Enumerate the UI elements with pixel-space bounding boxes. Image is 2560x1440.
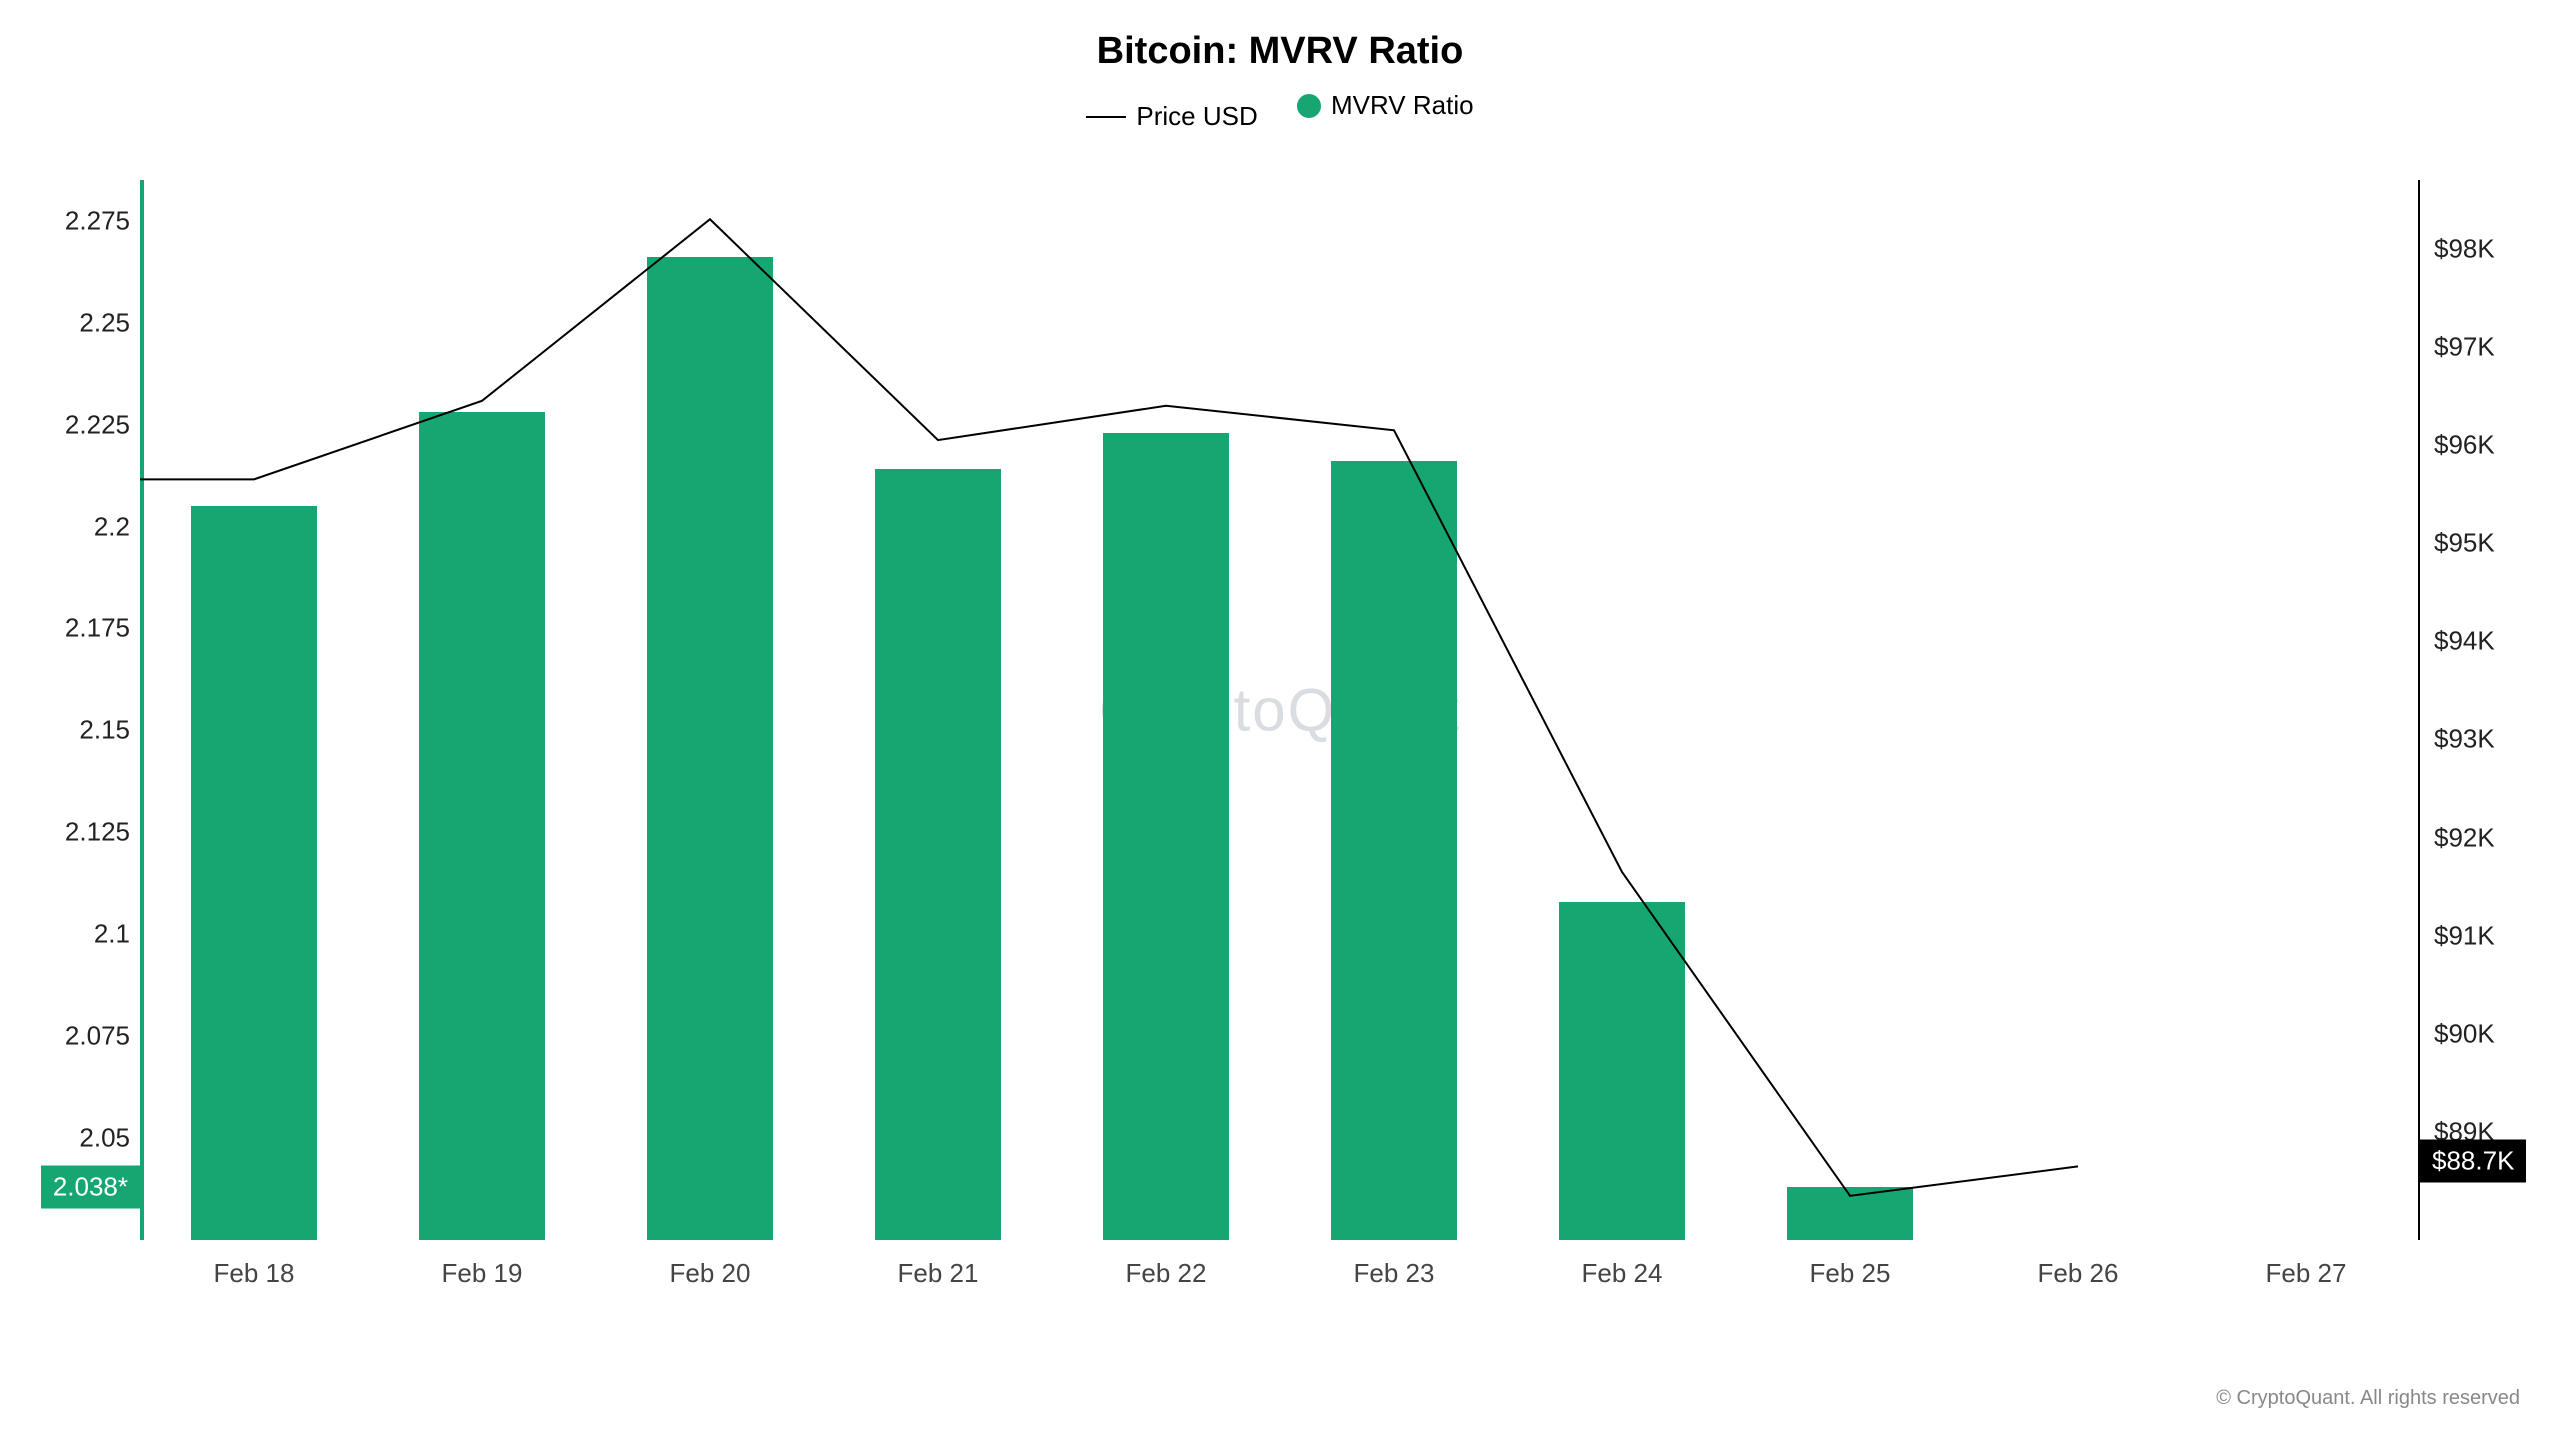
- x-tick-label: Feb 23: [1354, 1258, 1435, 1289]
- y-right-tick-label: $96K: [2434, 430, 2495, 461]
- y-left-tick-label: 2.075: [30, 1021, 130, 1052]
- copyright-text: © CryptoQuant. All rights reserved: [2216, 1387, 2520, 1410]
- x-tick-label: Feb 26: [2038, 1258, 2119, 1289]
- y-left-tick-label: 2.225: [30, 409, 130, 440]
- x-tick-label: Feb 24: [1582, 1258, 1663, 1289]
- plot-area: CryptoQuant: [140, 180, 2420, 1240]
- x-tick-label: Feb 27: [2266, 1258, 2347, 1289]
- legend-bar-label: MVRV Ratio: [1331, 90, 1474, 121]
- y-left-tick-label: 2.05: [30, 1123, 130, 1154]
- y-right-tick-label: $91K: [2434, 920, 2495, 951]
- y-left-tick-label: 2.275: [30, 205, 130, 236]
- y-right-tick-label: $98K: [2434, 233, 2495, 264]
- y-left-current-badge: 2.038*: [41, 1166, 140, 1209]
- x-tick-label: Feb 19: [442, 1258, 523, 1289]
- legend-line-label: Price USD: [1136, 101, 1257, 132]
- y-left-tick-label: 2.15: [30, 715, 130, 746]
- y-right-tick-label: $97K: [2434, 331, 2495, 362]
- x-tick-label: Feb 25: [1810, 1258, 1891, 1289]
- price-line: [140, 180, 2420, 1240]
- legend-item-price: Price USD: [1086, 101, 1257, 132]
- x-tick-label: Feb 20: [670, 1258, 751, 1289]
- y-right-tick-label: $93K: [2434, 724, 2495, 755]
- chart-container: Bitcoin: MVRV Ratio Price USD MVRV Ratio…: [0, 0, 2560, 1440]
- y-left-tick-label: 2.25: [30, 307, 130, 338]
- y-left-tick-label: 2.2: [30, 511, 130, 542]
- legend-dot-icon: [1297, 94, 1321, 118]
- x-tick-label: Feb 18: [214, 1258, 295, 1289]
- chart-title: Bitcoin: MVRV Ratio: [0, 30, 2560, 73]
- y-left-tick-label: 2.175: [30, 613, 130, 644]
- x-tick-label: Feb 22: [1126, 1258, 1207, 1289]
- y-left-tick-label: 2.125: [30, 817, 130, 848]
- y-right-tick-label: $90K: [2434, 1018, 2495, 1049]
- legend-item-mvrv: MVRV Ratio: [1297, 90, 1474, 121]
- y-right-current-badge: $88.7K: [2420, 1140, 2526, 1183]
- chart-legend: Price USD MVRV Ratio: [0, 90, 2560, 132]
- y-right-tick-label: $92K: [2434, 822, 2495, 853]
- x-tick-label: Feb 21: [898, 1258, 979, 1289]
- y-right-tick-label: $94K: [2434, 626, 2495, 657]
- y-right-tick-label: $95K: [2434, 528, 2495, 559]
- legend-line-icon: [1086, 116, 1126, 118]
- y-left-tick-label: 2.1: [30, 919, 130, 950]
